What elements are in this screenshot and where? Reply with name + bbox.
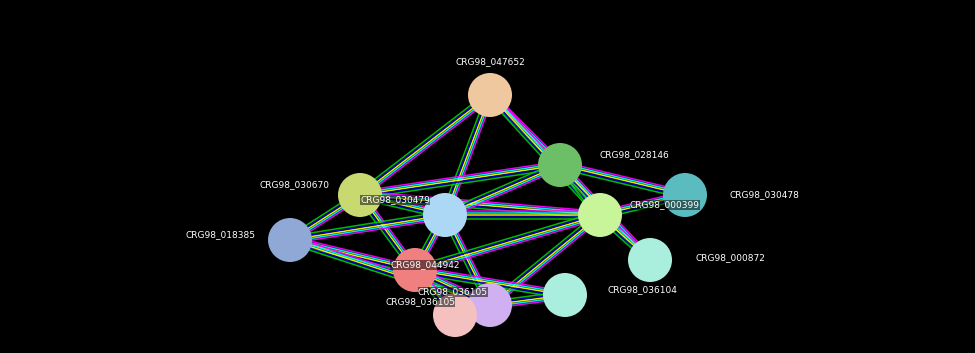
Circle shape — [663, 173, 707, 217]
Circle shape — [268, 218, 312, 262]
Text: CRG98_000399: CRG98_000399 — [630, 201, 700, 209]
Circle shape — [338, 173, 382, 217]
Text: CRG98_044942: CRG98_044942 — [391, 261, 460, 269]
Text: CRG98_047652: CRG98_047652 — [455, 58, 525, 66]
Text: CRG98_036105: CRG98_036105 — [385, 298, 455, 306]
Text: CRG98_018385: CRG98_018385 — [185, 231, 255, 239]
Circle shape — [628, 238, 672, 282]
Circle shape — [393, 248, 437, 292]
Circle shape — [423, 193, 467, 237]
Text: CRG98_000872: CRG98_000872 — [695, 253, 764, 263]
Circle shape — [578, 193, 622, 237]
Circle shape — [538, 143, 582, 187]
Text: CRG98_036105: CRG98_036105 — [418, 287, 488, 297]
Text: CRG98_030670: CRG98_030670 — [260, 180, 330, 190]
Circle shape — [433, 293, 477, 337]
Text: CRG98_036104: CRG98_036104 — [607, 286, 677, 294]
Circle shape — [468, 73, 512, 117]
Text: CRG98_028146: CRG98_028146 — [600, 150, 670, 160]
Circle shape — [543, 273, 587, 317]
Text: CRG98_030478: CRG98_030478 — [730, 191, 799, 199]
Circle shape — [468, 283, 512, 327]
Text: CRG98_030479: CRG98_030479 — [360, 196, 430, 204]
